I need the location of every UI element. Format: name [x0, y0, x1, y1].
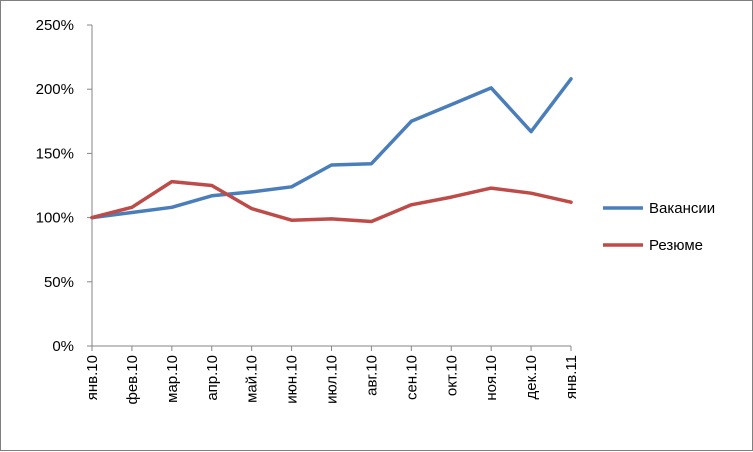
y-tick-label: 100%	[36, 210, 74, 227]
x-tick-label: дек.10	[523, 355, 540, 400]
data-point	[529, 191, 533, 195]
data-point	[409, 119, 413, 123]
y-tick-label: 250%	[36, 17, 74, 34]
x-tick-label: сен.10	[403, 355, 420, 400]
data-point	[330, 163, 333, 167]
data-point	[369, 219, 373, 223]
x-tick-label: авг.10	[363, 355, 380, 396]
x-tick-label: окт.10	[443, 355, 460, 396]
data-point	[369, 162, 373, 166]
data-point	[210, 184, 214, 187]
legend-label: Резюме	[649, 237, 703, 254]
y-axis-ticks: 0% 50% 100% 150% 200% 250%	[36, 17, 92, 355]
x-tick-label: июл.10	[324, 355, 341, 404]
data-point	[130, 210, 134, 214]
y-tick-label: 200%	[36, 81, 74, 98]
data-point	[290, 185, 294, 189]
data-point	[409, 203, 413, 207]
data-point	[489, 86, 493, 90]
x-tick-label: фев.10	[124, 355, 141, 405]
series-lines	[90, 77, 573, 224]
data-point	[290, 218, 294, 222]
x-tick-label: апр.10	[204, 355, 221, 401]
data-point	[170, 205, 174, 209]
x-tick-label: июн.10	[284, 355, 301, 404]
y-tick-label: 50%	[44, 274, 74, 291]
data-point	[569, 200, 573, 204]
y-tick-label: 0%	[52, 338, 74, 355]
series-line-2	[90, 179, 573, 224]
data-point	[330, 217, 333, 221]
data-point	[569, 77, 573, 81]
legend-label: Вакансии	[649, 200, 715, 217]
data-point	[489, 186, 493, 190]
x-tick-label: янв.10	[84, 355, 101, 400]
y-tick-label: 150%	[36, 145, 74, 162]
x-tick-label: май.10	[244, 355, 261, 403]
x-tick-label: мар.10	[164, 355, 181, 403]
data-point	[529, 130, 533, 134]
data-point	[130, 205, 134, 209]
x-tick-label: ноя.10	[483, 355, 500, 401]
legend: Вакансии Резюме	[603, 200, 715, 254]
data-point	[449, 195, 453, 199]
data-point	[250, 207, 254, 211]
data-point	[250, 190, 254, 194]
series-line-1	[90, 77, 573, 220]
data-point	[210, 194, 214, 198]
x-axis-ticks: янв.10 фев.10 мар.10 апр.10 май.10 июн.10 июл.…	[84, 346, 580, 405]
data-point	[170, 180, 174, 184]
data-point	[449, 103, 453, 107]
x-tick-label: янв.11	[563, 355, 580, 399]
data-point	[90, 216, 94, 220]
